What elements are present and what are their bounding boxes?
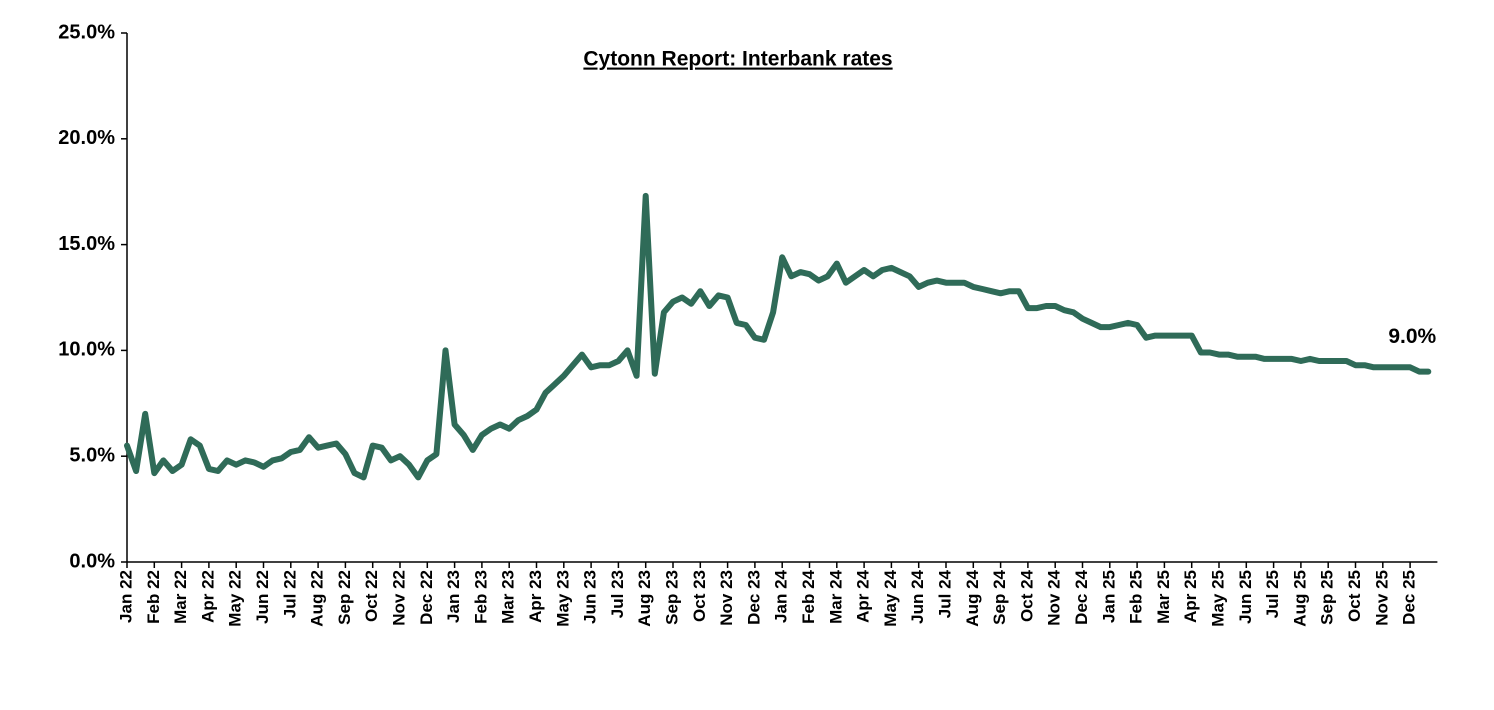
y-tick-label: 0.0%: [69, 550, 115, 572]
x-tick-label: Dec 22: [417, 570, 436, 625]
x-tick-label: Jul 23: [608, 570, 627, 618]
x-tick-label: Nov 24: [1045, 569, 1064, 625]
x-tick-label: Mar 24: [826, 569, 845, 623]
x-tick-label: Jun 22: [253, 570, 272, 624]
x-tick-label: Oct 25: [1345, 570, 1364, 622]
x-tick-label: Sep 25: [1318, 570, 1337, 625]
x-tick-label: Nov 22: [389, 570, 408, 626]
y-tick-label: 5.0%: [69, 444, 115, 466]
x-tick-label: Jan 25: [1099, 570, 1118, 623]
x-tick-label: Oct 23: [690, 570, 709, 622]
x-tick-label: Apr 25: [1181, 570, 1200, 623]
line-series: [124, 192, 1432, 481]
x-tick-label: Jul 25: [1263, 570, 1282, 618]
x-tick-label: Jan 22: [116, 570, 135, 623]
x-tick-label: Aug 25: [1290, 570, 1309, 627]
y-tick-label: 25.0%: [58, 21, 115, 43]
x-tick-label: Sep 23: [662, 570, 681, 625]
x-tick-label: Feb 23: [471, 570, 490, 624]
x-tick-label: Apr 22: [198, 570, 217, 623]
x-tick-label: Mar 22: [171, 570, 190, 624]
y-tick-label: 15.0%: [58, 233, 115, 255]
x-tick-label: Apr 24: [854, 569, 873, 622]
x-tick-label: Jan 23: [444, 570, 463, 623]
x-tick-label: Aug 23: [635, 570, 654, 627]
x-tick-label: Feb 25: [1127, 570, 1146, 624]
x-tick-label: Apr 23: [526, 570, 545, 623]
x-tick-label: Dec 25: [1400, 570, 1419, 625]
x-tick-label: Nov 25: [1372, 570, 1391, 626]
y-tick-label: 20.0%: [58, 127, 115, 149]
x-tick-label: Dec 23: [744, 570, 763, 625]
x-tick-label: Jun 23: [581, 570, 600, 624]
chart-title: Cytonn Report: Interbank rates: [583, 48, 892, 71]
x-tick-label: Oct 24: [1017, 569, 1036, 622]
x-tick-label: Sep 22: [335, 570, 354, 625]
x-tick-label: May 23: [553, 570, 572, 627]
x-tick-label: Feb 22: [144, 570, 163, 624]
x-tick-label: Dec 24: [1072, 569, 1091, 624]
x-tick-label: Jun 25: [1236, 570, 1255, 624]
x-tick-label: Sep 24: [990, 569, 1009, 624]
y-tick-label: 10.0%: [58, 339, 115, 361]
annotation: 9.0%: [1388, 325, 1436, 348]
x-tick-label: Aug 22: [308, 570, 327, 627]
x-tick-label: Feb 24: [799, 569, 818, 623]
x-tick-label: May 25: [1208, 570, 1227, 627]
x-tick-label: Mar 23: [499, 570, 518, 624]
x-tick-label: Mar 25: [1154, 570, 1173, 624]
x-tick-label: Oct 22: [362, 570, 381, 622]
x-tick-label: May 22: [226, 570, 245, 627]
x-tick-label: Jul 24: [935, 569, 954, 618]
x-tick-label: Jul 22: [280, 570, 299, 618]
x-tick-label: Aug 24: [963, 569, 982, 626]
x-tick-label: May 24: [881, 569, 900, 626]
x-tick-label: Jun 24: [908, 569, 927, 623]
x-tick-label: Nov 23: [717, 570, 736, 626]
x-tick-label: Jan 24: [772, 569, 791, 622]
